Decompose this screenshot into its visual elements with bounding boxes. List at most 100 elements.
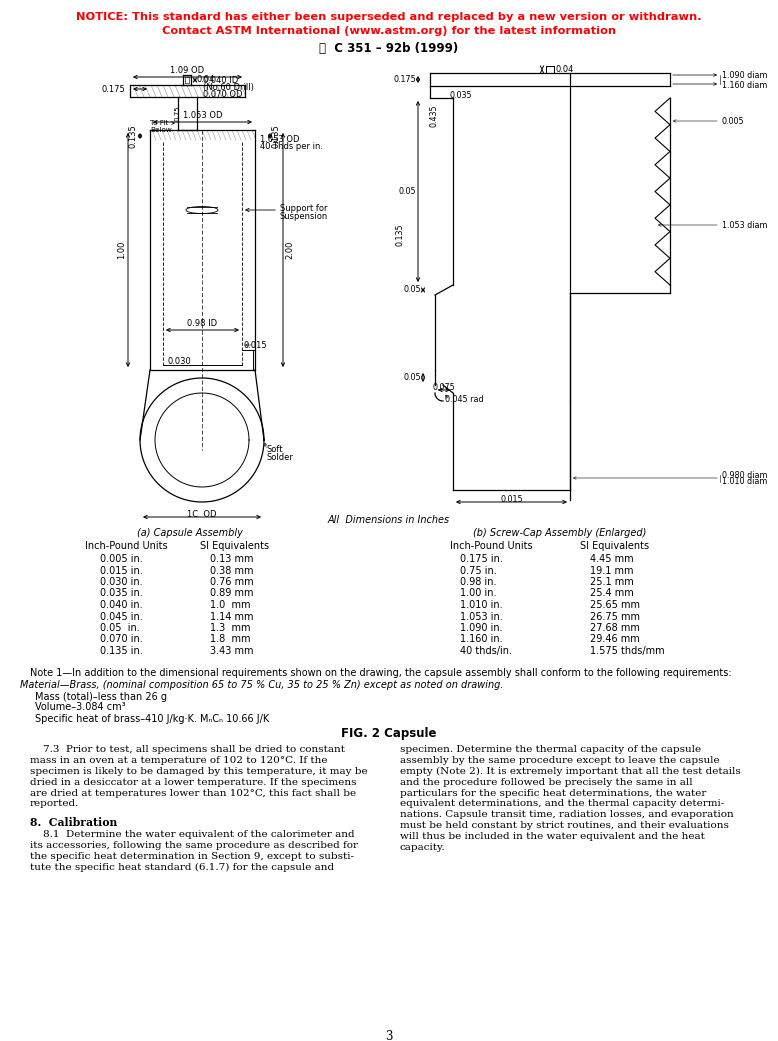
Text: 0.030 in.: 0.030 in.: [100, 577, 142, 587]
Text: 0.76 mm: 0.76 mm: [210, 577, 254, 587]
Text: 1C  OD: 1C OD: [187, 510, 217, 519]
Text: 0.05: 0.05: [398, 187, 416, 196]
Text: 3: 3: [385, 1030, 393, 1041]
Text: Support for: Support for: [280, 204, 328, 213]
Text: 2.00: 2.00: [285, 240, 294, 259]
Text: 40 Thds per in.: 40 Thds per in.: [260, 142, 323, 151]
Text: Note 1—In addition to the dimensional requirements shown on the drawing, the cap: Note 1—In addition to the dimensional re…: [30, 667, 731, 678]
Text: 1.00: 1.00: [117, 240, 126, 259]
Text: 0.045 rad: 0.045 rad: [445, 396, 484, 405]
Text: Material—Brass, (nominal composition 65 to 75 % Cu, 35 to 25 % Zn) except as not: Material—Brass, (nominal composition 65 …: [20, 680, 503, 689]
Text: 27.68 mm: 27.68 mm: [590, 623, 640, 633]
Text: 40 thds/in.: 40 thds/in.: [460, 646, 512, 656]
Text: 25.65 mm: 25.65 mm: [590, 600, 640, 610]
Text: 1.010 in.: 1.010 in.: [460, 600, 503, 610]
Text: 29.46 mm: 29.46 mm: [590, 635, 640, 644]
Text: 1.8  mm: 1.8 mm: [210, 635, 251, 644]
Text: 25.4 mm: 25.4 mm: [590, 588, 634, 599]
Text: 0.045 in.: 0.045 in.: [100, 611, 142, 621]
Text: 1.3  mm: 1.3 mm: [210, 623, 251, 633]
Text: 0.135: 0.135: [272, 124, 281, 148]
Text: 0.04: 0.04: [197, 76, 216, 84]
Text: Specific heat of brass–410 J/kg·K. MₙCₙ 10.66 J/K: Specific heat of brass–410 J/kg·K. MₙCₙ …: [35, 713, 269, 723]
Text: 0.070 in.: 0.070 in.: [100, 635, 142, 644]
Text: To Fit: To Fit: [150, 120, 168, 126]
Text: 0.05: 0.05: [403, 285, 421, 295]
Text: are dried at temperatures lower than 102°C, this fact shall be: are dried at temperatures lower than 102…: [30, 789, 356, 797]
Text: 1.00 in.: 1.00 in.: [460, 588, 496, 599]
Text: 0.040 in.: 0.040 in.: [100, 600, 142, 610]
Text: 1.053 OD: 1.053 OD: [183, 111, 223, 120]
Text: 0.89 mm: 0.89 mm: [210, 588, 254, 599]
Text: (a) Capsule Assembly: (a) Capsule Assembly: [137, 528, 243, 538]
Text: 1.090 in.: 1.090 in.: [460, 623, 503, 633]
Text: 1.160 in.: 1.160 in.: [460, 635, 503, 644]
Text: 0.005: 0.005: [722, 117, 745, 126]
Text: specimen. Determine the thermal capacity of the capsule: specimen. Determine the thermal capacity…: [400, 745, 701, 755]
Text: (No.60 Drill): (No.60 Drill): [203, 83, 254, 92]
Text: 0.05  in.: 0.05 in.: [100, 623, 140, 633]
Text: (b) Screw-Cap Assembly (Enlarged): (b) Screw-Cap Assembly (Enlarged): [473, 528, 647, 538]
Text: 0.015: 0.015: [244, 340, 268, 350]
Text: assembly by the same procedure except to leave the capsule: assembly by the same procedure except to…: [400, 757, 720, 765]
Text: 0.015 in.: 0.015 in.: [100, 565, 142, 576]
Text: 1.14 mm: 1.14 mm: [210, 611, 254, 621]
Text: SI Equivalents: SI Equivalents: [200, 541, 269, 551]
Text: 1.053 diam: 1.053 diam: [722, 221, 768, 229]
Text: 1.010 diam: 1.010 diam: [722, 478, 767, 486]
Text: 1.160 diam: 1.160 diam: [722, 81, 767, 91]
Text: 0.75: 0.75: [175, 105, 181, 121]
Text: Soft: Soft: [267, 446, 283, 455]
Text: specimen is likely to be damaged by this temperature, it may be: specimen is likely to be damaged by this…: [30, 767, 368, 777]
Text: empty (Note 2). It is extremely important that all the test details: empty (Note 2). It is extremely importan…: [400, 767, 741, 777]
Text: reported.: reported.: [30, 799, 79, 809]
Text: 0.030: 0.030: [168, 357, 191, 366]
Text: Solder: Solder: [267, 454, 294, 462]
Text: 1.090 diam: 1.090 diam: [722, 71, 768, 79]
Text: must be held constant by strict routines, and their evaluations: must be held constant by strict routines…: [400, 821, 729, 830]
Text: 25.1 mm: 25.1 mm: [590, 577, 634, 587]
Text: Inch-Pound Units: Inch-Pound Units: [85, 541, 167, 551]
Text: 0.040 ID: 0.040 ID: [203, 76, 238, 85]
Text: 1.09 OD: 1.09 OD: [170, 66, 205, 75]
Text: All  Dimensions in Inches: All Dimensions in Inches: [328, 515, 450, 525]
Text: 0.435: 0.435: [430, 105, 439, 127]
Text: 0.035 in.: 0.035 in.: [100, 588, 142, 599]
Text: Contact ASTM International (www.astm.org) for the latest information: Contact ASTM International (www.astm.org…: [162, 26, 616, 36]
Text: 0.98 ID: 0.98 ID: [187, 319, 218, 328]
Text: 8.  Calibration: 8. Calibration: [30, 817, 117, 829]
Text: Ⓐ  C 351 – 92b (1999): Ⓐ C 351 – 92b (1999): [320, 42, 458, 55]
Text: 3.43 mm: 3.43 mm: [210, 646, 254, 656]
Text: 1.053 in.: 1.053 in.: [460, 611, 503, 621]
Text: 0.175: 0.175: [101, 84, 125, 94]
Text: 4.45 mm: 4.45 mm: [590, 554, 633, 564]
Text: Mass (total)–less than 26 g: Mass (total)–less than 26 g: [35, 691, 167, 702]
Text: its accessories, following the same procedure as described for: its accessories, following the same proc…: [30, 841, 358, 850]
Text: 0.980 diam: 0.980 diam: [722, 471, 768, 480]
Text: mass in an oven at a temperature of 102 to 120°C. If the: mass in an oven at a temperature of 102 …: [30, 757, 328, 765]
Text: 0.175 in.: 0.175 in.: [460, 554, 503, 564]
Text: 0.13 mm: 0.13 mm: [210, 554, 254, 564]
Text: 7.3  Prior to test, all specimens shall be dried to constant: 7.3 Prior to test, all specimens shall b…: [30, 745, 345, 755]
Text: equivalent determinations, and the thermal capacity determi-: equivalent determinations, and the therm…: [400, 799, 724, 809]
Text: dried in a desiccator at a lower temperature. If the specimens: dried in a desiccator at a lower tempera…: [30, 778, 356, 787]
Text: 0.04: 0.04: [556, 65, 574, 74]
Text: 0.98 in.: 0.98 in.: [460, 577, 496, 587]
Text: 0.05: 0.05: [403, 373, 421, 381]
Text: 1.0  mm: 1.0 mm: [210, 600, 251, 610]
Text: tute the specific heat standard (6.1.7) for the capsule and: tute the specific heat standard (6.1.7) …: [30, 863, 334, 871]
Text: 0.135 in.: 0.135 in.: [100, 646, 142, 656]
Text: 0.075: 0.075: [433, 383, 455, 392]
Text: capacity.: capacity.: [400, 843, 446, 852]
Text: Inch-Pound Units: Inch-Pound Units: [450, 541, 533, 551]
Text: 0.005 in.: 0.005 in.: [100, 554, 142, 564]
Text: 0.75 in.: 0.75 in.: [460, 565, 496, 576]
Text: will thus be included in the water equivalent and the heat: will thus be included in the water equiv…: [400, 832, 705, 841]
Text: and the procedure followed be precisely the same in all: and the procedure followed be precisely …: [400, 778, 692, 787]
Text: 0.135: 0.135: [129, 124, 138, 148]
Text: Below: Below: [150, 127, 172, 133]
Text: 1.053 OD: 1.053 OD: [260, 135, 300, 144]
Text: Suspension: Suspension: [280, 212, 328, 221]
Text: 19.1 mm: 19.1 mm: [590, 565, 633, 576]
Text: nations. Capsule transit time, radiation losses, and evaporation: nations. Capsule transit time, radiation…: [400, 810, 734, 819]
